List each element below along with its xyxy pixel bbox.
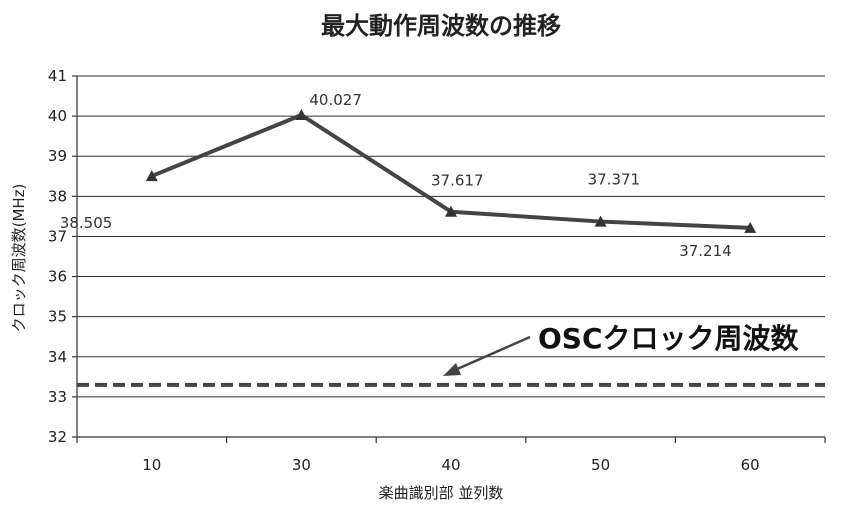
data-label: 37.617 — [431, 172, 484, 190]
data-point — [594, 215, 607, 227]
x-tick-label: 30 — [292, 456, 311, 474]
y-tick-label: 32 — [48, 428, 67, 446]
y-tick-label: 33 — [48, 388, 67, 406]
data-label: 38.505 — [60, 214, 113, 232]
data-label: 40.027 — [309, 91, 362, 109]
data-point — [295, 109, 308, 121]
y-tick-label: 35 — [48, 308, 67, 326]
y-tick-label: 34 — [48, 348, 67, 366]
data-point — [145, 170, 158, 182]
x-tick-label: 60 — [741, 456, 760, 474]
data-label: 37.371 — [588, 171, 641, 189]
reference-line-group — [77, 335, 825, 387]
y-axis-label: クロック周波数(MHz) — [10, 184, 28, 333]
data-labels: 38.505 40.027 37.617 37.371 37.214 — [60, 91, 732, 260]
x-tick-labels: 10 30 40 50 60 — [142, 456, 759, 474]
data-point — [445, 205, 457, 217]
y-tick-label: 38 — [48, 187, 67, 205]
annotation-arrowhead — [443, 363, 461, 376]
y-tick-labels: 32 33 34 35 36 37 38 39 40 41 — [48, 67, 67, 446]
data-point — [744, 221, 757, 233]
axes — [72, 75, 826, 443]
y-tick-label: 37 — [48, 227, 67, 245]
x-axis-label: 楽曲識別部 並列数 — [379, 484, 504, 502]
x-tick-label: 40 — [441, 456, 460, 474]
y-tick-label: 39 — [48, 147, 67, 165]
data-label: 37.214 — [679, 242, 732, 260]
x-tick-label: 50 — [591, 456, 610, 474]
reference-line-label: OSCクロック周波数 — [538, 322, 800, 355]
series-group — [145, 109, 757, 233]
y-tick-label: 40 — [48, 107, 67, 125]
annotation-arrow — [454, 335, 531, 372]
chart-title: 最大動作周波数の推移 — [321, 12, 561, 40]
y-tick-label: 41 — [48, 67, 67, 85]
x-tick-label: 10 — [142, 456, 161, 474]
y-tick-label: 36 — [48, 268, 67, 286]
